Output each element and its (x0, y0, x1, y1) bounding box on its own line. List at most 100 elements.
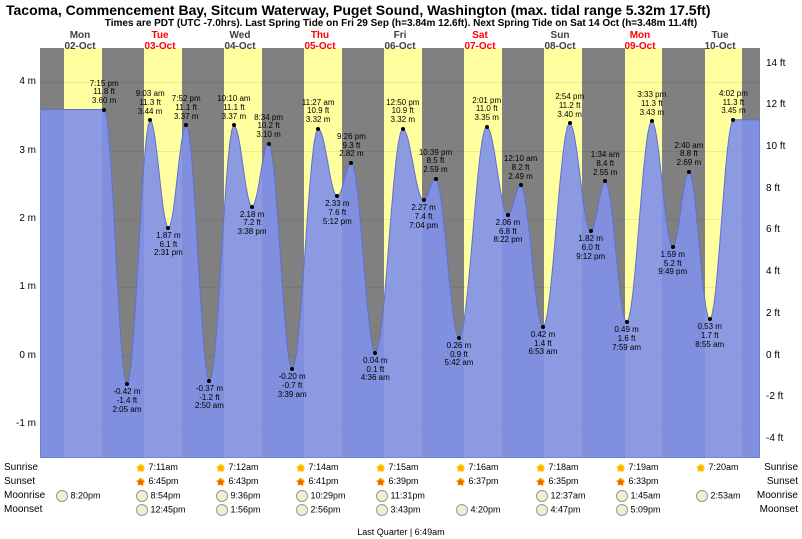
sun-moon-row-label: Sunset (767, 476, 798, 487)
y-tick-right: 10 ft (766, 141, 802, 152)
moon-icon (56, 490, 68, 502)
sunset-icon (296, 477, 306, 487)
tide-chart: Tacoma, Commencement Bay, Sitcum Waterwa… (0, 0, 802, 539)
y-axis-right: -4 ft-2 ft0 ft2 ft4 ft6 ft8 ft10 ft12 ft… (764, 48, 802, 458)
tide-extreme-dot (568, 121, 572, 125)
sun-moon-row-label: Sunrise (4, 462, 38, 473)
tide-extreme-label: 0.04 m0.1 ft4:36 am (350, 357, 400, 383)
tide-extreme-label: 11:27 am10.9 ft3.32 m (293, 99, 343, 125)
moon-icon (536, 490, 548, 502)
sun-moon-cell: 4:20pm (456, 504, 501, 516)
sun-moon-cell: 6:35pm (536, 476, 579, 487)
tide-extreme-dot (625, 320, 629, 324)
sun-moon-cell: 1:56pm (216, 504, 261, 516)
tide-extreme-label: 7:52 pm11.1 ft3.37 m (161, 95, 211, 121)
bottom-note: Last Quarter | 6:49am (0, 527, 802, 537)
y-tick-right: 4 ft (766, 266, 802, 277)
y-tick-right: 12 ft (766, 99, 802, 110)
y-tick-right: 6 ft (766, 224, 802, 235)
tide-extreme-dot (506, 213, 510, 217)
sun-moon-row-label: Sunset (4, 476, 35, 487)
sun-moon-cell: 1:45am (616, 490, 661, 502)
tide-extreme-label: 1.59 m5.2 ft9:49 pm (648, 251, 698, 277)
sun-moon-cell: 3:43pm (376, 504, 421, 516)
sun-moon-cell: 5:09pm (616, 504, 661, 516)
moon-icon (616, 490, 628, 502)
sun-moon-cell: 11:31pm (376, 490, 425, 502)
tide-extreme-label: -0.37 m-1.2 ft2:50 am (184, 385, 234, 411)
moon-icon (696, 490, 708, 502)
moon-icon (456, 504, 468, 516)
sun-icon (616, 463, 626, 473)
moon-icon (536, 504, 548, 516)
tide-extreme-dot (102, 108, 106, 112)
tide-extreme-dot (687, 170, 691, 174)
y-tick-right: 14 ft (766, 58, 802, 69)
sun-moon-row: SunsetSunset 6:45pm 6:43pm 6:41pm 6:39pm… (0, 476, 802, 490)
tide-extreme-label: 2.06 m6.8 ft8:22 pm (483, 219, 533, 245)
y-tick-left: 4 m (0, 76, 36, 87)
y-tick-right: -2 ft (766, 391, 802, 402)
sun-moon-cell: 9:36pm (216, 490, 261, 502)
tide-extreme-dot (589, 229, 593, 233)
sun-moon-cell: 4:47pm (536, 504, 581, 516)
tide-extreme-label: 2:40 am8.8 ft2.69 m (664, 142, 714, 168)
y-tick-left: 2 m (0, 213, 36, 224)
y-tick-right: 0 ft (766, 350, 802, 361)
sun-moon-cell: 6:41pm (296, 476, 339, 487)
tide-extreme-label: 0.53 m1.7 ft8:55 am (685, 323, 735, 349)
y-tick-left: 1 m (0, 281, 36, 292)
tide-extreme-label: 2.33 m7.6 ft5:12 pm (312, 200, 362, 226)
sun-moon-cell: 7:15am (376, 462, 419, 473)
tide-extreme-label: 2.18 m7.2 ft3:38 pm (227, 211, 277, 237)
sun-moon-cell: 7:19am (616, 462, 659, 473)
tide-extreme-dot (650, 119, 654, 123)
tide-extreme-label: 7:15 pm11.8 ft3.60 m (79, 80, 129, 106)
sunset-icon (456, 477, 466, 487)
sun-moon-cell: 7:20am (696, 462, 739, 473)
moon-icon (376, 490, 388, 502)
tide-extreme-label: 12:10 am8.2 ft2.49 m (496, 155, 546, 181)
sun-moon-cell: 6:39pm (376, 476, 419, 487)
sunset-icon (136, 477, 146, 487)
sun-moon-cell: 7:14am (296, 462, 339, 473)
y-tick-left: 3 m (0, 145, 36, 156)
sun-icon (696, 463, 706, 473)
sun-moon-row: SunriseSunrise 7:11am 7:12am 7:14am 7:15… (0, 462, 802, 476)
tide-extreme-dot (485, 125, 489, 129)
tide-extreme-dot (671, 245, 675, 249)
sun-moon-cell: 6:43pm (216, 476, 259, 487)
sun-moon-row-label: Sunrise (764, 462, 798, 473)
chart-subtitle: Times are PDT (UTC -7.0hrs). Last Spring… (0, 18, 802, 29)
tide-extreme-dot (316, 127, 320, 131)
tide-extreme-label: 0.42 m1.4 ft6:53 am (518, 331, 568, 357)
moon-icon (376, 504, 388, 516)
y-tick-left: 0 m (0, 350, 36, 361)
tide-extreme-label: 0.26 m0.9 ft5:42 am (434, 342, 484, 368)
sun-icon (136, 463, 146, 473)
plot-area: Mon02-OctTue03-OctWed04-OctThu05-OctFri0… (40, 48, 760, 458)
sunset-icon (536, 477, 546, 487)
sun-moon-cell: 2:53am (696, 490, 741, 502)
tide-extreme-label: 8:34 pm10.2 ft3.10 m (244, 114, 294, 140)
tide-extreme-label: 10:39 pm8.5 ft2.59 m (411, 149, 461, 175)
moon-icon (616, 504, 628, 516)
moon-icon (136, 504, 148, 516)
tide-extreme-label: 2:54 pm11.2 ft3.40 m (545, 93, 595, 119)
sun-moon-row: MoonsetMoonset 12:45pm 1:56pm 2:56pm 3:4… (0, 504, 802, 518)
tide-extreme-label: 2:01 pm11.0 ft3.35 m (462, 97, 512, 123)
sun-moon-cell: 2:56pm (296, 504, 341, 516)
tide-extreme-dot (519, 183, 523, 187)
tide-extreme-dot (401, 127, 405, 131)
tide-extreme-label: -0.42 m-1.4 ft2:05 am (102, 388, 152, 414)
y-tick-left: -1 m (0, 418, 36, 429)
sun-moon-cell: 8:20pm (56, 490, 101, 502)
sun-moon-cell: 8:54pm (136, 490, 181, 502)
sun-moon-row-label: Moonrise (757, 490, 798, 501)
sun-moon-row-label: Moonset (760, 504, 798, 515)
moon-icon (296, 490, 308, 502)
tide-extreme-dot (434, 177, 438, 181)
tide-extreme-dot (250, 205, 254, 209)
tide-extreme-label: 12:50 pm10.9 ft3.32 m (378, 99, 428, 125)
y-tick-right: -4 ft (766, 433, 802, 444)
